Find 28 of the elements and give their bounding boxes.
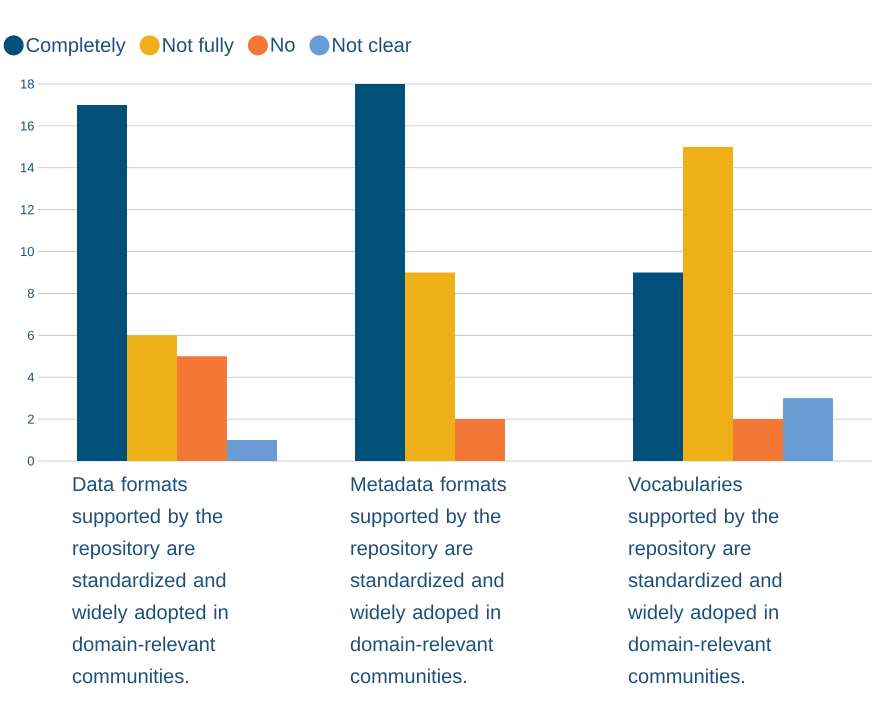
x-tick-label: Data formats supported by the repository are standardized and widely adopted in domain-relevant communities.	[72, 476, 228, 684]
bar	[77, 104, 127, 461]
y-tick-label: 10	[21, 246, 34, 256]
bar	[633, 272, 684, 461]
y-tick-label: 12	[21, 205, 34, 214]
bar	[455, 419, 506, 461]
y-tick-label: 8	[28, 288, 34, 298]
bar	[127, 335, 177, 461]
legend-label: No	[272, 38, 295, 52]
bar	[177, 356, 228, 461]
y-tick-label: 2	[28, 414, 34, 424]
bar	[355, 84, 406, 461]
x-tick-label: Metadata formats supported by the repository are standardized and widely adoped in domain-relevant communities.	[350, 476, 506, 684]
y-tick-label: 6	[28, 330, 34, 340]
bar	[733, 419, 784, 461]
legend-label: Not fully	[163, 37, 234, 56]
bar	[405, 272, 456, 461]
x-tick-label: Vocabularies supported by the repository are standardized and widely adoped in domain-relevant communities.	[628, 476, 782, 684]
bar	[783, 398, 834, 461]
bar	[683, 146, 734, 461]
y-tick-label: 16	[21, 121, 34, 130]
y-tick-label: 14	[21, 163, 34, 172]
y-tick-label: 18	[21, 79, 34, 89]
y-tick-label: 4	[28, 372, 34, 382]
legend-label: Not clear	[333, 37, 412, 52]
legend-label: Completely	[26, 37, 126, 56]
bar	[227, 440, 278, 461]
y-tick-label: 0	[28, 456, 34, 466]
